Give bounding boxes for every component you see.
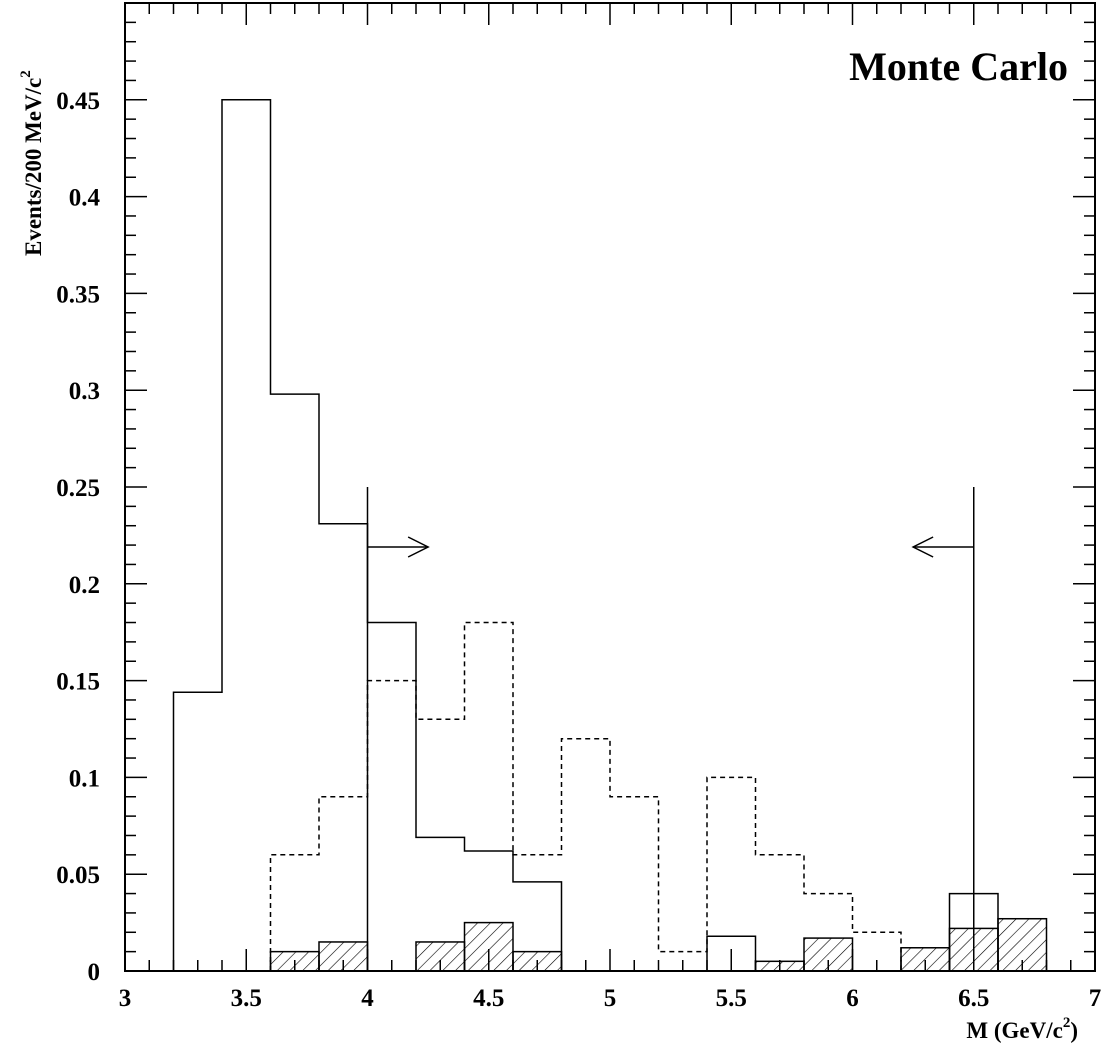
x-tick-label: 5 bbox=[604, 985, 617, 1012]
cut-lines bbox=[366, 487, 975, 971]
y-tick-label: 0.4 bbox=[69, 185, 101, 212]
cut-arrow-head bbox=[407, 536, 430, 558]
y-tick-label: 0.2 bbox=[69, 572, 100, 599]
y-tick-label: 0.35 bbox=[56, 281, 100, 308]
y-tick-label: 0 bbox=[88, 959, 101, 986]
cut-arrow-head bbox=[911, 536, 934, 558]
y-tick-label: 0.05 bbox=[56, 862, 100, 889]
y-tick-label: 0.15 bbox=[56, 669, 100, 696]
x-axis-label: M (GeV/c2) bbox=[966, 1015, 1078, 1043]
y-tick-labels: 0 0.05 0.1 0.15 0.2 0.25 0.3 0.35 0.4 0.45 bbox=[56, 88, 100, 986]
x-tick-label: 4.5 bbox=[473, 985, 504, 1012]
y-tick-label: 0.1 bbox=[69, 765, 100, 792]
x-tick-label: 5.5 bbox=[716, 985, 747, 1012]
axis-ticks bbox=[124, 2, 1096, 972]
x-tick-label: 6 bbox=[846, 985, 859, 1012]
x-tick-label: 7 bbox=[1089, 985, 1102, 1012]
x-tick-label: 4 bbox=[361, 985, 374, 1012]
solid-histogram-line bbox=[172, 99, 999, 971]
y-tick-label: 0.45 bbox=[56, 88, 100, 115]
y-tick-label: 0.3 bbox=[69, 378, 100, 405]
x-tick-labels: 3 3.5 4 4.5 5 5.5 6 6.5 7 bbox=[119, 985, 1102, 1012]
y-tick-label: 0.25 bbox=[56, 475, 100, 502]
y-axis-label: Events/200 MeV/c2 bbox=[18, 70, 46, 256]
monte-carlo-label: Monte Carlo bbox=[849, 44, 1068, 89]
dashed-histogram-line bbox=[269, 621, 902, 971]
dashed-series bbox=[269, 621, 902, 971]
solid-series bbox=[172, 99, 999, 971]
x-tick-label: 3 bbox=[119, 985, 132, 1012]
x-tick-label: 6.5 bbox=[958, 985, 989, 1012]
x-tick-label: 3.5 bbox=[231, 985, 262, 1012]
